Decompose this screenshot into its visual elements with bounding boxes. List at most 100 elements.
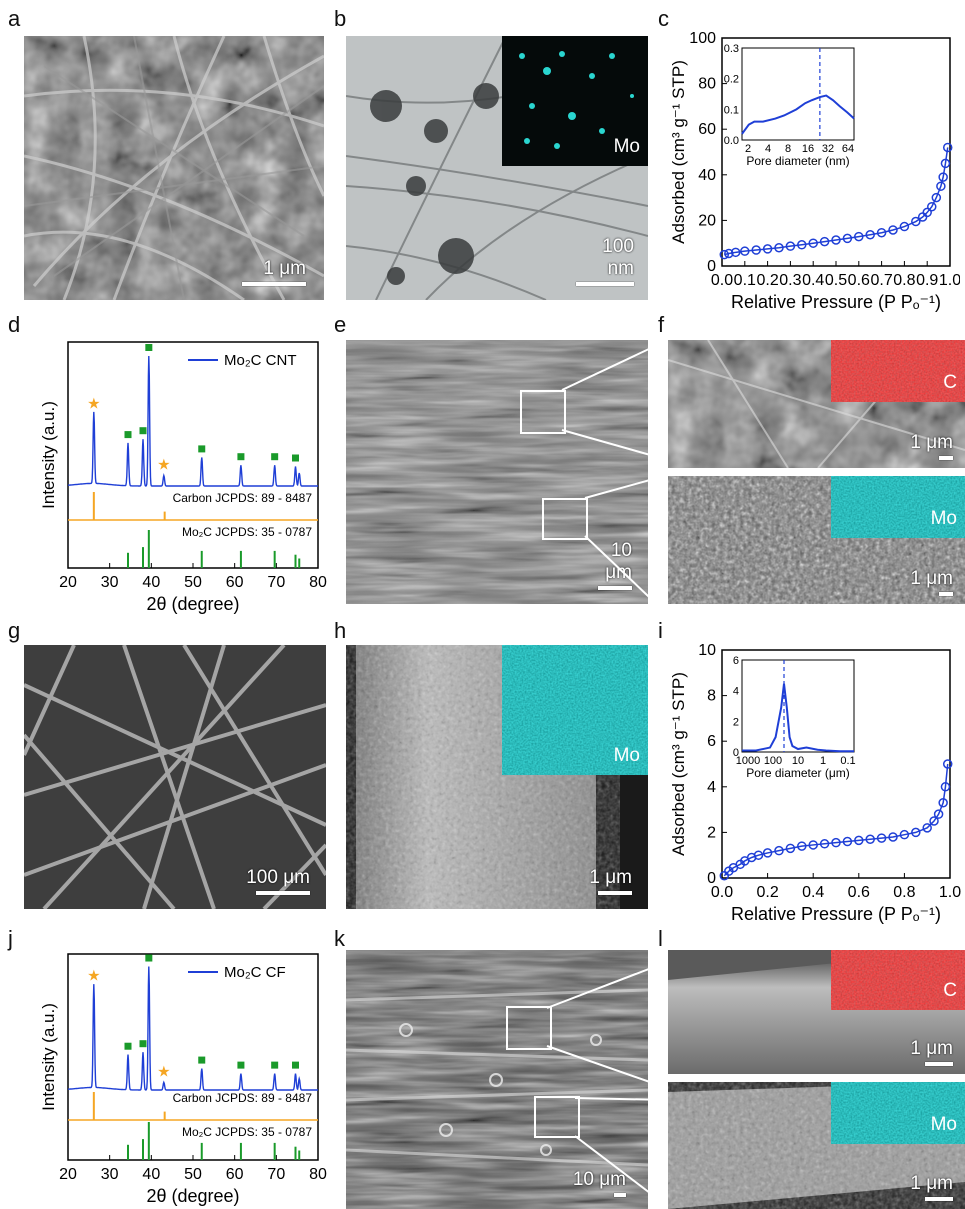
cross-section-image-k: 10 μm: [346, 950, 648, 1209]
data-point: [899, 829, 910, 840]
x-tick-label: 20: [59, 1166, 77, 1183]
x-tick-label: 0.6: [848, 884, 870, 901]
x-tick-label: 1.0: [939, 272, 960, 289]
mo2c-square-marker: [139, 1040, 147, 1048]
y-tick-label: 8: [707, 688, 716, 705]
inset-x-axis-title: Pore diameter (μm): [746, 766, 850, 780]
panel-label-b: b: [334, 6, 347, 31]
scale-bar-f-top: 1 μm: [910, 432, 953, 460]
data-point: [831, 837, 841, 848]
scale-bar-l-top: 1 μm: [910, 1038, 953, 1066]
legend-label: Mo₂C CNT: [224, 352, 297, 369]
carbon-fiber-texture: [24, 645, 326, 909]
carbon-star-marker: ★: [157, 457, 170, 474]
x-tick-label: 0.4: [802, 272, 824, 289]
inset-frame: [741, 47, 855, 141]
mo2c-square-marker: [139, 427, 147, 435]
y-tick-label: 4: [707, 779, 716, 796]
mo2c-square-marker: [124, 431, 132, 439]
y-tick-label: 0: [707, 258, 716, 275]
isotherm-chart-c: 0.0 0.1 0.2 0.3 0.4 0.5 0.6 0.7 0.8 0.9 1.00204060…: [669, 30, 960, 312]
inset-y-tick-label: 0.1: [724, 104, 739, 116]
x-tick-label: 0.0: [711, 272, 733, 289]
panel-label-g: g: [8, 618, 21, 643]
inset-y-tick-label: 0: [733, 747, 739, 759]
mo-map-inset-f: Mo: [831, 476, 965, 538]
xrd-pattern: [68, 966, 318, 1091]
x-tick-label: 70: [267, 1166, 285, 1183]
inset-x-tick-label: 10: [792, 755, 804, 767]
sem-image-g: 100 μm: [24, 645, 326, 909]
data-point: [854, 835, 864, 846]
zoom-box-lower-k: [534, 1096, 580, 1138]
plot-frame: [721, 649, 951, 879]
data-point: [831, 235, 841, 245]
y-axis-title: Intensity (a.u.): [39, 1003, 58, 1111]
mo-map-label-l: Mo: [930, 1114, 957, 1135]
y-axis-title: Intensity (a.u.): [39, 401, 58, 509]
x-tick-label: 60: [226, 574, 244, 591]
panel-label-f: f: [658, 312, 665, 337]
y-tick-label: 0: [707, 870, 716, 887]
sem-image-f-bottom: Mo 1 μm: [668, 476, 965, 604]
y-tick-label: 80: [698, 76, 716, 93]
mo2c-square-marker: [198, 445, 206, 453]
data-point: [774, 845, 784, 856]
x-axis-title: 2θ (degree): [146, 1186, 239, 1206]
data-point: [808, 840, 818, 850]
inset-x-tick-label: 4: [765, 143, 771, 155]
x-tick-label: 40: [142, 1166, 160, 1183]
mo-map-inset-b: Mo: [502, 36, 648, 166]
carbon-star-marker: ★: [87, 396, 100, 413]
x-tick-label: 0.2: [756, 272, 778, 289]
mo2c-ref-label: Mo₂C JCPDS: 35 - 0787: [182, 1125, 312, 1139]
c-map-inset-l: C: [831, 950, 965, 1010]
mo2c-square-marker: [271, 1061, 279, 1069]
zoom-box-upper-e: [520, 390, 566, 434]
mo2c-square-marker: [124, 1042, 132, 1050]
scale-bar-l-bottom: 1 μm: [910, 1173, 953, 1201]
data-point: [740, 246, 750, 256]
sem-image-l-top: C 1 μm: [668, 950, 965, 1074]
zoom-box-lower-e: [542, 498, 588, 540]
mo2c-square-marker: [145, 954, 153, 962]
mo2c-square-marker: [271, 453, 279, 461]
zoom-box-upper-k: [506, 1006, 552, 1050]
inset-x-tick-label: 1: [820, 755, 826, 767]
panel-label-j: j: [8, 926, 13, 951]
mo-map-label-f: Mo: [930, 508, 957, 529]
data-point: [797, 841, 807, 851]
x-tick-label: 0.7: [870, 272, 892, 289]
inset-y-tick-label: 4: [733, 686, 739, 698]
x-axis-title: Relative Pressure (P Pₒ⁻¹): [731, 904, 941, 924]
data-point: [899, 221, 910, 232]
inset-x-tick-label: 8: [785, 143, 791, 155]
carbon-star-marker: ★: [87, 968, 100, 985]
data-point: [938, 172, 948, 182]
x-tick-label: 20: [59, 574, 77, 591]
data-point: [762, 244, 773, 254]
inset-y-tick-label: 0.3: [724, 43, 739, 55]
panel-label-e: e: [334, 312, 347, 337]
fiber-texture: [24, 36, 324, 300]
y-tick-label: 2: [707, 824, 716, 841]
carbon-ref-label: Carbon JCPDS: 89 - 8487: [173, 1091, 313, 1105]
data-point: [931, 192, 942, 203]
scale-bar-g: 100 μm: [246, 867, 310, 895]
panel-label-k: k: [334, 926, 345, 951]
x-tick-label: 0.6: [848, 272, 870, 289]
x-tick-label: 0.3: [779, 272, 801, 289]
data-point: [865, 230, 875, 240]
data-point: [942, 759, 953, 769]
mo-map-inset-l: Mo: [831, 1082, 965, 1144]
y-tick-label: 100: [689, 30, 716, 47]
y-tick-label: 6: [707, 733, 716, 750]
x-tick-label: 0.9: [916, 272, 938, 289]
x-tick-label: 0.8: [893, 272, 915, 289]
c-map-texture-l: [831, 950, 965, 1010]
zoom-lines-e: [561, 339, 669, 616]
sem-image-a: 1 μm: [24, 36, 324, 300]
x-tick-label: 0.1: [734, 272, 756, 289]
panel-label-a: a: [8, 6, 21, 31]
mo-map-texture-l: [831, 1082, 965, 1144]
